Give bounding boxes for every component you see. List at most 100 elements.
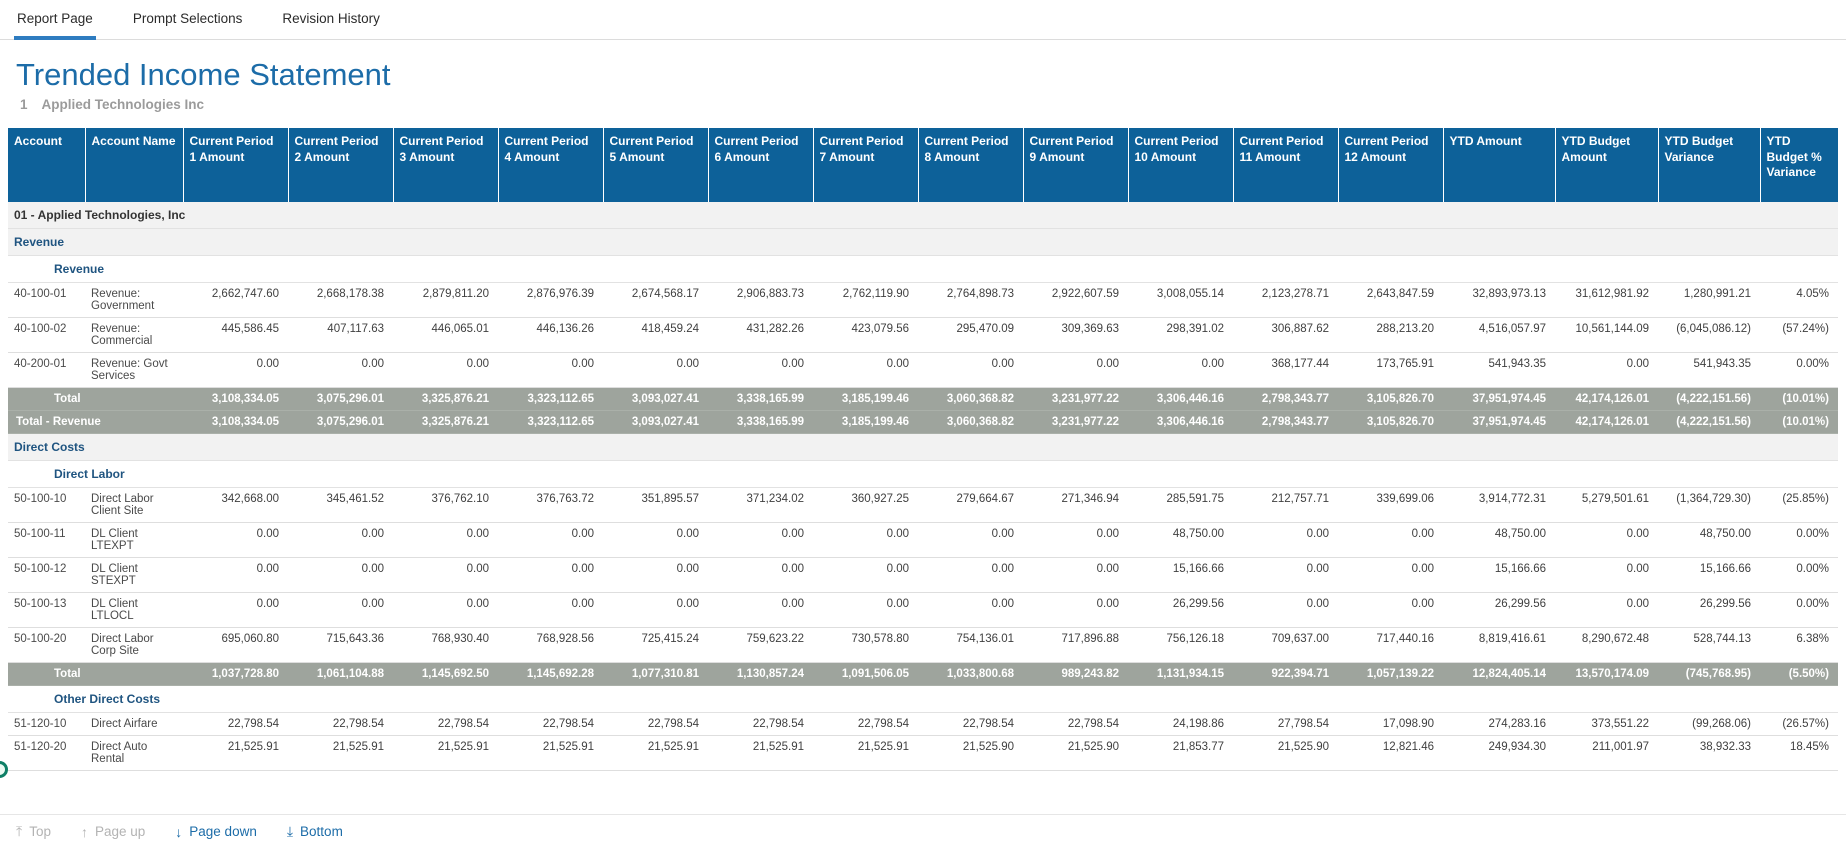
edge-action-dot[interactable] (0, 761, 8, 778)
column-header: Account Name (85, 128, 183, 202)
value-cell: 12,824,405.14 (1443, 663, 1555, 686)
value-cell: 17,098.90 (1338, 713, 1443, 736)
account-code-cell: 40-100-01 (8, 283, 85, 318)
value-cell: 3,108,334.05 (183, 411, 288, 434)
value-cell: 3,325,876.21 (393, 411, 498, 434)
value-cell: 8,819,416.61 (1443, 628, 1555, 663)
section-label: Other Direct Costs (8, 686, 1838, 713)
value-cell: 373,551.22 (1555, 713, 1658, 736)
column-header: Current Period 12 Amount (1338, 128, 1443, 202)
value-cell: 1,145,692.28 (498, 663, 603, 686)
value-cell: 285,591.75 (1128, 488, 1233, 523)
top-icon: ⤒ (16, 823, 22, 840)
report-subtitle: 1 Applied Technologies Inc (20, 97, 1846, 112)
value-cell: 0.00 (1555, 593, 1658, 628)
value-cell: 48,750.00 (1658, 523, 1760, 558)
value-cell: 306,887.62 (1233, 318, 1338, 353)
value-cell: 725,415.24 (603, 628, 708, 663)
value-cell: 22,798.54 (183, 713, 288, 736)
pager-page-up-button[interactable]: ↑ Page up (81, 824, 145, 840)
value-cell: (1,364,729.30) (1658, 488, 1760, 523)
account-name-cell: Revenue: Government (85, 283, 183, 318)
column-header: Current Period 8 Amount (918, 128, 1023, 202)
table-row: 51-120-20Direct Auto Rental21,525.9121,5… (8, 736, 1838, 771)
value-cell: 3,060,368.82 (918, 411, 1023, 434)
value-cell: 0.00% (1760, 558, 1838, 593)
value-cell: 0.00 (918, 523, 1023, 558)
page-down-icon: ↓ (175, 824, 182, 840)
account-name-cell: Direct Airfare (85, 713, 183, 736)
value-cell: 695,060.80 (183, 628, 288, 663)
pager-bottom-button[interactable]: ⤓ Bottom (287, 823, 343, 840)
tab-report-page[interactable]: Report Page (14, 0, 96, 40)
value-cell: 22,798.54 (393, 713, 498, 736)
value-cell: 0.00 (393, 593, 498, 628)
value-cell: 288,213.20 (1338, 318, 1443, 353)
value-cell: 2,643,847.59 (1338, 283, 1443, 318)
value-cell: 717,440.16 (1338, 628, 1443, 663)
value-cell: 3,323,112.65 (498, 411, 603, 434)
value-cell: 1,033,800.68 (918, 663, 1023, 686)
value-cell: 2,798,343.77 (1233, 388, 1338, 411)
value-cell: 22,798.54 (813, 713, 918, 736)
value-cell: 446,136.26 (498, 318, 603, 353)
value-cell: 274,283.16 (1443, 713, 1555, 736)
value-cell: 1,077,310.81 (603, 663, 708, 686)
value-cell: 38,932.33 (1658, 736, 1760, 771)
column-header: Current Period 7 Amount (813, 128, 918, 202)
value-cell: 3,231,977.22 (1023, 411, 1128, 434)
value-cell: 15,166.66 (1443, 558, 1555, 593)
value-cell: 1,037,728.80 (183, 663, 288, 686)
value-cell: 21,525.91 (498, 736, 603, 771)
value-cell: (57.24%) (1760, 318, 1838, 353)
pager-label: Top (29, 824, 51, 839)
value-cell: 754,136.01 (918, 628, 1023, 663)
value-cell: (10.01%) (1760, 388, 1838, 411)
pager-page-down-button[interactable]: ↓ Page down (175, 824, 257, 840)
value-cell: 1,091,506.05 (813, 663, 918, 686)
value-cell: (25.85%) (1760, 488, 1838, 523)
column-header: Current Period 1 Amount (183, 128, 288, 202)
table-row: Direct Costs (8, 434, 1838, 461)
value-cell: 0.00 (813, 353, 918, 388)
tab-revision-history[interactable]: Revision History (279, 0, 383, 40)
account-code-cell: 51-120-20 (8, 736, 85, 771)
value-cell: 0.00 (288, 558, 393, 593)
value-cell: 0.00 (288, 593, 393, 628)
pager-label: Bottom (300, 824, 343, 839)
tab-bar: Report Page Prompt Selections Revision H… (0, 0, 1846, 40)
value-cell: 3,306,446.16 (1128, 388, 1233, 411)
column-header: YTD Amount (1443, 128, 1555, 202)
value-cell: 371,234.02 (708, 488, 813, 523)
value-cell: 541,943.35 (1658, 353, 1760, 388)
value-cell: 0.00 (183, 558, 288, 593)
value-cell: 2,123,278.71 (1233, 283, 1338, 318)
value-cell: 3,008,055.14 (1128, 283, 1233, 318)
column-header: YTD Budget Variance (1658, 128, 1760, 202)
value-cell: 717,896.88 (1023, 628, 1128, 663)
value-cell: 48,750.00 (1128, 523, 1233, 558)
account-code-cell: 40-100-02 (8, 318, 85, 353)
value-cell: 2,906,883.73 (708, 283, 813, 318)
total-label: Total (8, 663, 183, 686)
value-cell: 709,637.00 (1233, 628, 1338, 663)
tab-prompt-selections[interactable]: Prompt Selections (130, 0, 246, 40)
value-cell: 0.00 (603, 353, 708, 388)
value-cell: 18.45% (1760, 736, 1838, 771)
value-cell: 0.00 (603, 523, 708, 558)
value-cell: 26,299.56 (1128, 593, 1233, 628)
value-cell: 0.00 (1233, 593, 1338, 628)
income-statement-table: AccountAccount NameCurrent Period 1 Amou… (8, 128, 1838, 771)
value-cell: 3,338,165.99 (708, 411, 813, 434)
account-name-cell: DL Client STEXPT (85, 558, 183, 593)
value-cell: 173,765.91 (1338, 353, 1443, 388)
column-header: Current Period 6 Amount (708, 128, 813, 202)
pager-top-button[interactable]: ⤒ Top (16, 823, 51, 840)
account-code-cell: 50-100-12 (8, 558, 85, 593)
value-cell: 298,391.02 (1128, 318, 1233, 353)
value-cell: 2,764,898.73 (918, 283, 1023, 318)
value-cell: 27,798.54 (1233, 713, 1338, 736)
value-cell: 22,798.54 (603, 713, 708, 736)
page-up-icon: ↑ (81, 824, 88, 840)
value-cell: 3,093,027.41 (603, 388, 708, 411)
